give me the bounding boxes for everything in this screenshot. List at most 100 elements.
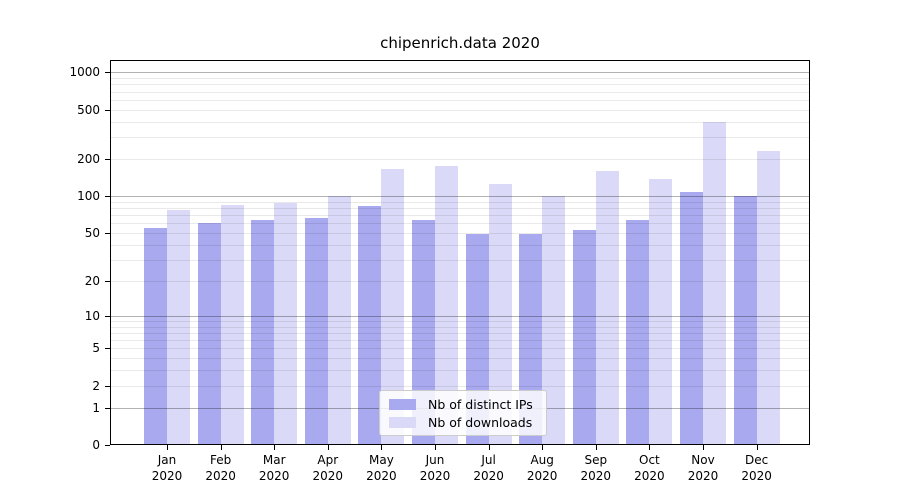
- bar-downloads: [435, 166, 458, 445]
- x-tick-month: Aug: [530, 453, 554, 467]
- y-axis-tick-label: 10: [84, 308, 100, 323]
- x-tick-month: Nov: [691, 453, 715, 467]
- x-axis-tick-label: Apr 2020: [300, 452, 356, 484]
- x-axis-tick-label: Jul 2020: [461, 452, 517, 484]
- x-tick-year: 2020: [258, 469, 290, 483]
- x-axis-tick: [542, 445, 544, 450]
- x-tick-month: Dec: [744, 453, 769, 467]
- bar-distinct-ips: [733, 196, 757, 445]
- x-axis-tick-label: Sep 2020: [568, 452, 624, 484]
- y-axis-tick-label: 1: [92, 400, 100, 415]
- minor-gridline: [110, 99, 810, 101]
- x-tick-year: 2020: [580, 469, 612, 483]
- x-axis-tick: [595, 445, 597, 450]
- x-tick-year: 2020: [741, 469, 772, 483]
- x-tick-month: Mar: [262, 453, 286, 467]
- bar-downloads: [167, 210, 190, 445]
- y-axis-tick-label: 50: [84, 225, 100, 240]
- bar-downloads: [756, 150, 780, 445]
- x-tick-year: 2020: [151, 469, 183, 483]
- x-axis-tick-label: Jan 2020: [139, 452, 195, 484]
- y-axis-tick-label: 5: [92, 341, 100, 356]
- x-axis-tick: [435, 445, 436, 450]
- x-tick-year: 2020: [366, 469, 397, 483]
- bar-distinct-ips: [144, 227, 167, 445]
- major-gridline: [110, 72, 810, 74]
- y-axis-tick-label: 20: [84, 273, 100, 288]
- y-axis-tick: [105, 445, 110, 446]
- x-axis-tick-label: Dec 2020: [729, 452, 785, 484]
- legend-item-distinct-ips: Nb of distinct IPs: [380, 397, 546, 412]
- y-axis-tick: [105, 348, 110, 350]
- legend-item-downloads: Nb of downloads: [380, 415, 546, 430]
- x-axis-tick: [703, 445, 704, 450]
- y-axis-tick-label: 0: [92, 438, 100, 452]
- bar-distinct-ips: [251, 219, 275, 445]
- y-axis-tick: [105, 407, 110, 409]
- y-axis-tick: [105, 158, 110, 160]
- x-axis-tick: [488, 445, 490, 450]
- legend-label-distinct-ips: Nb of distinct IPs: [428, 396, 533, 412]
- y-axis-tick: [105, 385, 110, 387]
- x-tick-year: 2020: [205, 469, 236, 483]
- bar-distinct-ips: [626, 219, 650, 445]
- x-axis-tick-label: Mar 2020: [246, 452, 302, 484]
- y-axis-tick: [105, 196, 110, 198]
- x-tick-month: Oct: [639, 453, 660, 467]
- legend-swatch-downloads: [389, 416, 416, 428]
- x-axis-tick: [756, 445, 758, 450]
- x-tick-month: Jul: [481, 453, 496, 467]
- y-axis-tick-label: 500: [77, 102, 100, 117]
- x-axis-tick: [327, 445, 329, 450]
- bar-downloads: [595, 170, 619, 445]
- bar-downloads: [649, 178, 673, 445]
- bar-downloads: [327, 196, 351, 445]
- minor-gridline: [110, 78, 810, 79]
- y-axis-tick: [105, 315, 110, 317]
- x-tick-year: 2020: [687, 469, 719, 483]
- x-tick-month: May: [368, 453, 394, 467]
- bar-distinct-ips: [680, 192, 703, 445]
- x-tick-month: Sep: [584, 453, 608, 467]
- x-axis-tick-label: Nov 2020: [675, 452, 731, 484]
- bar-downloads: [488, 184, 512, 445]
- bar-downloads: [542, 196, 566, 445]
- bar-downloads: [703, 121, 726, 445]
- y-axis-tick: [105, 280, 110, 282]
- x-axis-tick: [167, 445, 168, 450]
- chart-title: chipenrich.data 2020: [380, 34, 540, 52]
- x-axis-tick: [381, 445, 383, 450]
- x-axis-tick: [274, 445, 276, 450]
- x-axis-tick-label: Feb 2020: [193, 452, 249, 484]
- y-axis-tick-label: 1000: [69, 65, 100, 80]
- bar-downloads: [274, 202, 298, 445]
- x-tick-month: Feb: [209, 453, 232, 467]
- x-axis-tick-label: Aug 2020: [514, 452, 570, 484]
- x-tick-year: 2020: [634, 469, 665, 483]
- minor-gridline: [110, 84, 810, 86]
- bar-distinct-ips: [197, 223, 221, 445]
- y-axis-tick-label: 200: [77, 151, 100, 166]
- plot-area: Nb of distinct IPs Nb of downloads 0 1 2 5 1…: [69, 60, 810, 483]
- y-axis-tick: [105, 72, 110, 74]
- x-tick-year: 2020: [419, 469, 451, 483]
- legend: Nb of distinct IPs Nb of downloads: [379, 390, 547, 436]
- x-tick-year: 2020: [473, 469, 504, 483]
- x-tick-month: Jun: [425, 453, 445, 467]
- y-axis-tick-label: 100: [77, 189, 100, 204]
- bar-distinct-ips: [304, 218, 328, 445]
- bar-downloads: [381, 168, 405, 445]
- y-axis-tick: [105, 109, 110, 111]
- x-axis-tick: [220, 445, 222, 450]
- legend-label-downloads: Nb of downloads: [428, 414, 533, 430]
- y-axis-tick: [105, 232, 110, 234]
- x-tick-month: Jan: [157, 453, 177, 467]
- x-axis-tick-label: May 2020: [353, 452, 409, 484]
- y-axis-tick-label: 2: [92, 378, 100, 393]
- x-axis-tick: [649, 445, 651, 450]
- minor-gridline: [110, 109, 810, 111]
- x-tick-year: 2020: [526, 469, 558, 483]
- legend-swatch-distinct-ips: [389, 398, 416, 410]
- bar-distinct-ips: [572, 229, 596, 445]
